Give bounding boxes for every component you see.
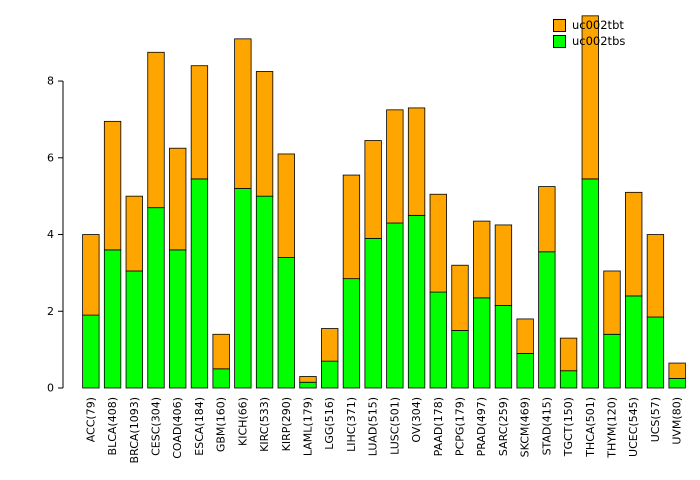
bar-segment-uc002tbs: [277, 257, 295, 389]
bar-segment-uc002tbs: [386, 222, 404, 389]
x-tick-label: BLCA(408): [106, 397, 119, 455]
x-tick-label: SARC(259): [497, 397, 510, 456]
x-tick-label: OV(304): [410, 397, 423, 443]
bar-segment-uc002tbs: [494, 305, 513, 389]
x-tick-label: KIRC(533): [258, 397, 271, 452]
bar-segment-uc002tbs: [234, 188, 252, 389]
x-tick-label: UCS(57): [649, 397, 662, 442]
x-tick-label: LIHC(371): [345, 397, 358, 452]
bar-segment-uc002tbt: [429, 193, 447, 293]
bar-segment-uc002tbs: [299, 381, 317, 389]
bar-segment-uc002tbs: [559, 370, 578, 389]
bar-segment-uc002tbt: [668, 362, 686, 379]
bar-segment-uc002tbt: [581, 15, 599, 180]
bar-segment-uc002tbs: [125, 270, 143, 389]
bar-segment-uc002tbt: [190, 65, 209, 180]
bar-segment-uc002tbt: [494, 224, 513, 306]
chart-legend: uc002tbt uc002tbs: [553, 19, 625, 48]
legend-swatch-uc002tbs: [553, 35, 566, 48]
bar-segment-uc002tbt: [364, 140, 382, 239]
bar-segment-uc002tbt: [299, 376, 317, 383]
x-tick-label: UVM(80): [671, 397, 684, 445]
bar-segment-uc002tbs: [603, 333, 621, 389]
bar-segment-uc002tbs: [538, 251, 556, 389]
x-tick-label: CESC(304): [150, 397, 163, 456]
bar-segment-uc002tbt: [147, 51, 165, 209]
bar-segment-uc002tbt: [559, 337, 578, 372]
bar-segment-uc002tbt: [234, 38, 252, 189]
x-tick-label: PAAD(178): [432, 397, 445, 456]
bar-segment-uc002tbs: [169, 249, 187, 389]
bar-segment-uc002tbs: [342, 278, 361, 389]
x-tick-label: GBM(160): [215, 397, 228, 452]
bar-segment-uc002tbt: [386, 109, 404, 224]
x-tick-label: LUAD(515): [367, 397, 380, 456]
bar-segment-uc002tbs: [103, 249, 122, 389]
y-tick-label: 6: [47, 151, 54, 164]
x-tick-label: ESCA(184): [193, 397, 206, 456]
bar-segment-uc002tbt: [451, 264, 469, 331]
bar-segment-uc002tbt: [407, 107, 426, 216]
x-tick-label: THCA(501): [584, 397, 597, 458]
bar-segment-uc002tbs: [668, 378, 686, 389]
bar-segment-uc002tbs: [646, 316, 665, 389]
bar-segment-uc002tbs: [407, 214, 426, 389]
bar-segment-uc002tbs: [581, 178, 599, 389]
bar-segment-uc002tbt: [342, 174, 361, 280]
x-tick-label: COAD(406): [171, 397, 184, 459]
x-tick-label: ACC(79): [84, 397, 97, 442]
bar-segment-uc002tbt: [473, 220, 491, 299]
bar-segment-uc002tbt: [255, 71, 274, 197]
bar-segment-uc002tbs: [429, 291, 447, 389]
bar-segment-uc002tbs: [473, 297, 491, 389]
legend-item-uc002tbt: uc002tbt: [553, 19, 625, 32]
x-tick-label: KICH(66): [236, 397, 249, 446]
bar-segment-uc002tbt: [277, 153, 295, 258]
bar-segment-uc002tbs: [516, 353, 534, 389]
bar-segment-uc002tbs: [82, 314, 100, 389]
bar-segment-uc002tbs: [190, 178, 209, 389]
bar-segment-uc002tbt: [212, 333, 230, 370]
x-tick-label: UCEC(545): [627, 397, 640, 457]
bar-segment-uc002tbt: [646, 234, 665, 318]
bar-segment-uc002tbs: [625, 295, 643, 389]
x-tick-label: BRCA(1093): [128, 397, 141, 463]
y-tick-label: 2: [47, 305, 54, 318]
x-tick-label: KIRP(290): [280, 397, 293, 451]
bar-segment-uc002tbs: [321, 360, 339, 389]
legend-item-uc002tbs: uc002tbs: [553, 35, 625, 48]
bar-segment-uc002tbt: [603, 270, 621, 335]
x-tick-label: STAD(415): [540, 397, 553, 455]
bar-segment-uc002tbs: [364, 237, 382, 389]
x-tick-label: PCPG(179): [454, 397, 467, 456]
legend-swatch-uc002tbt: [553, 19, 566, 32]
x-tick-label: PRAD(497): [475, 397, 488, 456]
bar-segment-uc002tbs: [255, 195, 274, 389]
bar-segment-uc002tbt: [538, 186, 556, 253]
bar-segment-uc002tbt: [321, 328, 339, 362]
y-tick-label: 8: [47, 75, 54, 88]
x-tick-label: THYM(120): [606, 397, 619, 459]
x-tick-label: LGG(516): [323, 397, 336, 450]
bar-segment-uc002tbs: [212, 368, 230, 389]
bar-segment-uc002tbt: [103, 120, 122, 251]
legend-label-uc002tbs: uc002tbs: [572, 34, 626, 48]
x-tick-label: LAML(179): [302, 397, 315, 456]
bar-segment-uc002tbs: [147, 207, 165, 389]
x-tick-label: TGCT(150): [562, 397, 575, 457]
bar-segment-uc002tbt: [125, 195, 143, 272]
bar-segment-uc002tbt: [169, 147, 187, 251]
bar-segment-uc002tbt: [82, 234, 100, 316]
y-tick-label: 0: [47, 382, 54, 395]
x-tick-label: SKCM(469): [519, 397, 532, 457]
legend-label-uc002tbt: uc002tbt: [572, 18, 624, 32]
x-tick-label: LUSC(501): [388, 397, 401, 455]
y-tick-label: 4: [47, 228, 54, 241]
bar-segment-uc002tbs: [451, 330, 469, 389]
bar-segment-uc002tbt: [625, 191, 643, 297]
bar-segment-uc002tbt: [516, 318, 534, 354]
